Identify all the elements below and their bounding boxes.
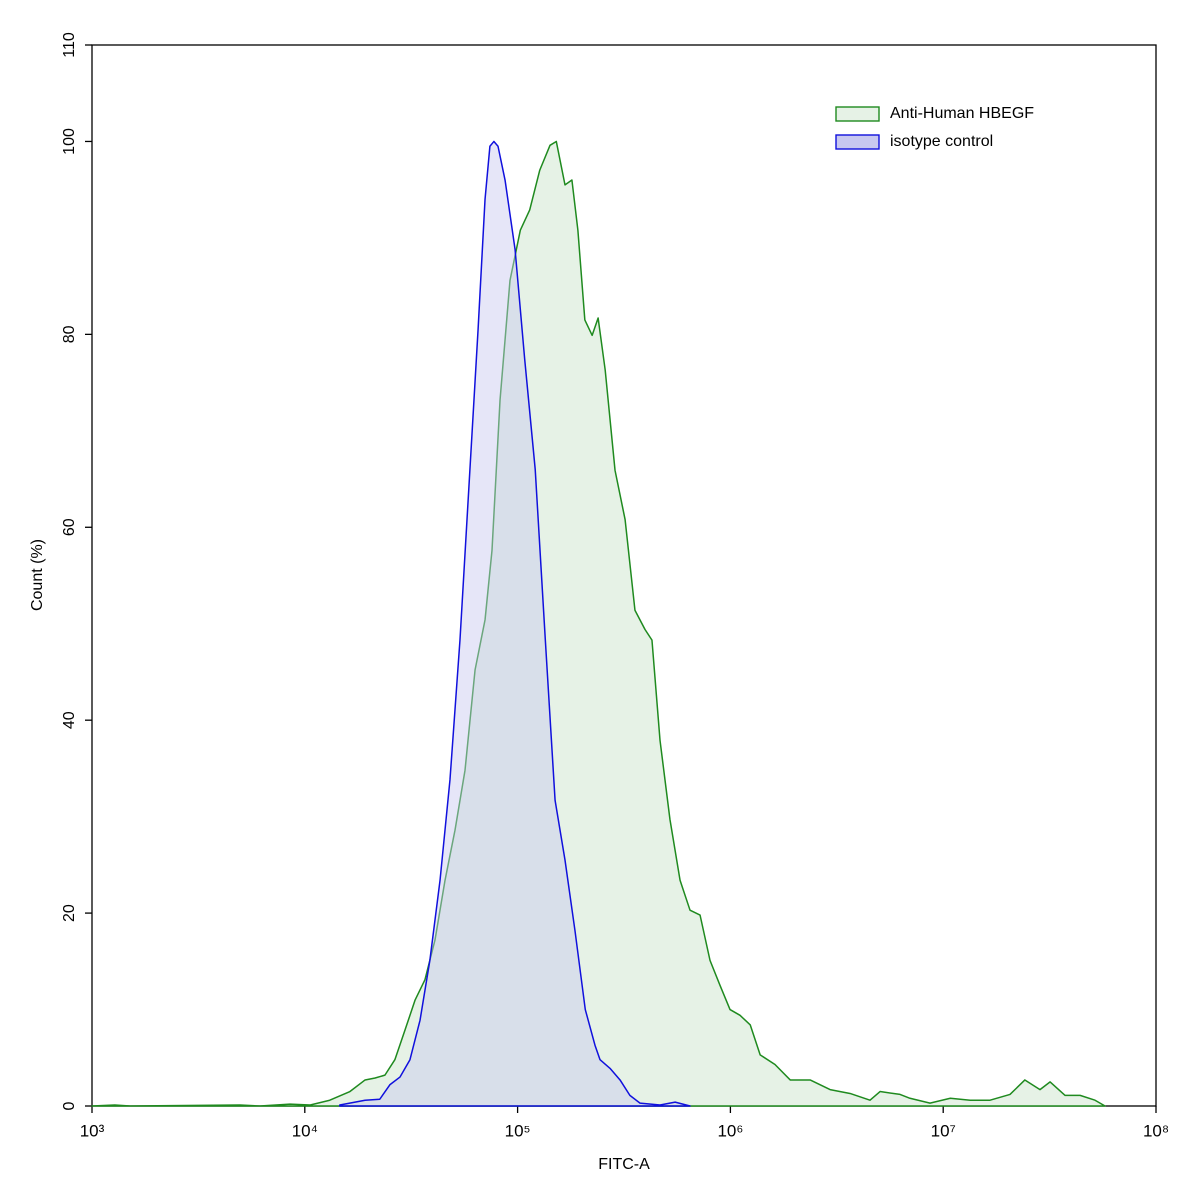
y-tick-label: 80 — [61, 325, 78, 343]
legend-swatch — [835, 134, 880, 150]
y-tick-label: 100 — [61, 128, 78, 155]
legend-swatch — [835, 106, 880, 122]
y-tick-label: 110 — [61, 32, 78, 58]
y-tick-label: 40 — [61, 711, 78, 729]
x-tick-label: 10⁵ — [505, 1121, 531, 1140]
legend-label: isotype control — [890, 133, 993, 150]
histogram-area — [91, 140, 1106, 1107]
y-tick-label: 0 — [61, 1101, 78, 1110]
x-tick-label: 10⁴ — [292, 1121, 318, 1140]
x-tick-label: 10⁶ — [717, 1121, 743, 1140]
y-tick-label: 20 — [61, 904, 78, 922]
x-axis-title: FITC-A — [598, 1156, 650, 1173]
histogram-area — [339, 140, 691, 1107]
x-tick-label: 10³ — [80, 1121, 105, 1140]
x-tick-label: 10⁷ — [931, 1121, 956, 1140]
y-axis-title: Count (%) — [29, 539, 46, 611]
x-tick-label: 10⁸ — [1143, 1121, 1169, 1140]
y-tick-label: 60 — [61, 518, 78, 536]
legend-label: Anti-Human HBEGF — [890, 105, 1034, 122]
